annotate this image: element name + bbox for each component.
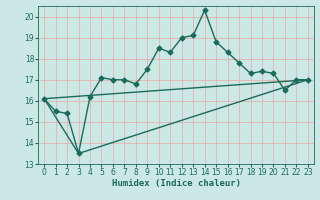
X-axis label: Humidex (Indice chaleur): Humidex (Indice chaleur) [111, 179, 241, 188]
